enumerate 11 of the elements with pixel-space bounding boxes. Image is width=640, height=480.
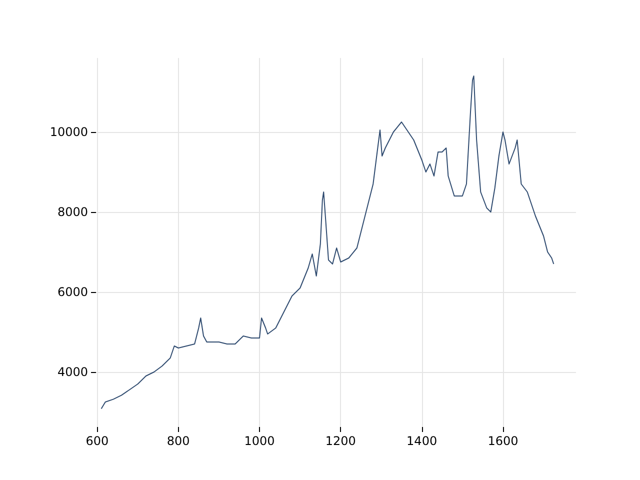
x-tick-label: 1200: [325, 434, 356, 448]
x-tick-label: 1600: [488, 434, 518, 448]
y-tick-label: 6000: [57, 285, 88, 299]
x-tick-label: 600: [86, 434, 109, 448]
x-tick-label: 1400: [406, 434, 438, 448]
x-tick-label: 800: [166, 434, 190, 448]
line-series: [100, 76, 554, 410]
y-tick-label: 10000: [50, 125, 88, 139]
x-tick-label: 1000: [244, 434, 275, 448]
y-tick-label: 4000: [57, 365, 88, 379]
y-tick-label: 8000: [57, 205, 88, 219]
